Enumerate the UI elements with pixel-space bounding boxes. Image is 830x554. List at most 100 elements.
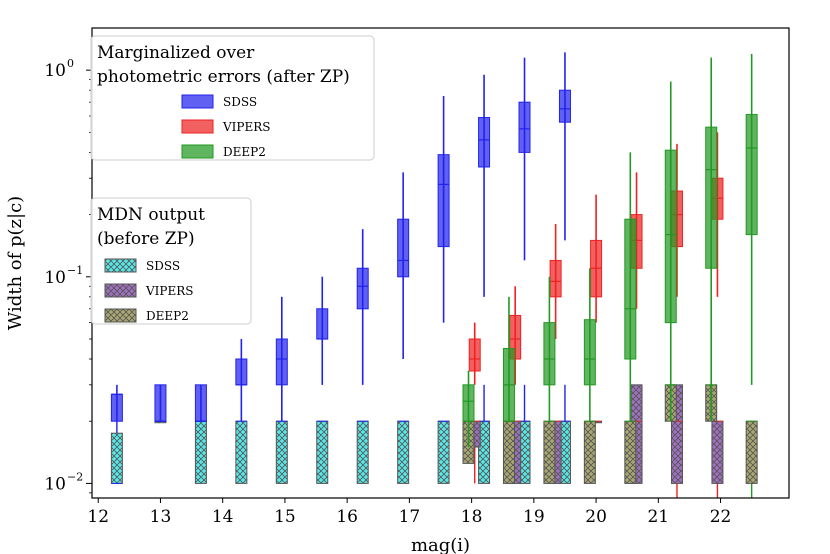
mdn-box-sdss — [356, 420, 369, 484]
mdn-box-rect — [316, 420, 329, 484]
box-sdss — [356, 229, 369, 385]
box-rect — [275, 338, 288, 386]
box-rect — [478, 117, 491, 168]
box-deep2 — [664, 81, 677, 422]
mdn-box-rect — [437, 420, 450, 484]
legend-mdn-label-deep2: DEEP2 — [146, 309, 189, 323]
box-rect — [316, 308, 329, 340]
box-sdss — [558, 52, 571, 241]
x-tick-label: 16 — [336, 507, 358, 527]
mdn-box-rect — [583, 420, 596, 484]
mdn-box-deep2 — [502, 420, 515, 484]
y-tick-label: 10 — [44, 61, 66, 81]
box-rect — [583, 319, 596, 386]
box-sdss — [110, 384, 123, 422]
mdn-box-sdss — [110, 421, 123, 484]
box-rect — [745, 114, 758, 236]
legend-after-zp-title-1: Marginalized over — [97, 43, 255, 63]
box-sdss — [154, 384, 167, 422]
legend-after-zp-title-2: photometric errors (after ZP) — [97, 67, 350, 87]
legend-swatch-vipers — [181, 119, 214, 134]
y-tick-exponent: 0 — [67, 57, 74, 70]
box-rect — [705, 126, 718, 269]
box-deep2 — [705, 57, 718, 422]
mdn-box-rect — [110, 432, 123, 484]
x-tick-label: 22 — [710, 507, 732, 527]
legend-after-zp — [90, 35, 375, 161]
mdn-box-rect — [397, 420, 410, 484]
box-rect — [558, 89, 571, 123]
box-sdss — [478, 74, 491, 297]
mdn-box-sdss — [235, 420, 248, 484]
mdn-box-rect — [235, 420, 248, 484]
box-rect — [110, 393, 123, 422]
mdn-box-rect — [670, 384, 683, 484]
mdn-box-deep2 — [583, 420, 596, 484]
y-tick-label: 10 — [44, 474, 66, 494]
y-axis-title: Width of p(z|c) — [5, 196, 26, 330]
legend-swatch-deep2 — [181, 144, 214, 159]
box-rect — [154, 384, 167, 422]
mdn-box-rect — [624, 420, 637, 484]
mdn-box-sdss — [275, 420, 288, 484]
y-tick-exponent: −1 — [67, 264, 83, 277]
legend-mdn-swatch-sdss — [104, 258, 137, 273]
x-tick-label: 20 — [585, 507, 607, 527]
box-deep2 — [502, 296, 515, 422]
box-rect — [518, 101, 531, 153]
legend-swatch-sdss — [181, 94, 214, 109]
mdn-box-deep2 — [543, 420, 556, 484]
x-axis-title: mag(i) — [411, 535, 470, 554]
legend-mdn-swatch-deep2 — [104, 308, 137, 323]
box-sdss — [437, 95, 450, 323]
mdn-box-deep2 — [745, 420, 758, 498]
box-deep2 — [624, 152, 637, 422]
legend-label-sdss: SDSS — [223, 95, 257, 109]
box-sdss — [275, 296, 288, 422]
mdn-box-sdss — [316, 420, 329, 484]
legend-mdn-title-1: MDN output — [97, 205, 205, 225]
mdn-box-deep2 — [624, 420, 637, 484]
x-tick-label: 15 — [274, 507, 296, 527]
box-rect — [397, 218, 410, 278]
box-sdss — [397, 172, 410, 360]
box-rect — [624, 218, 637, 360]
box-vipers — [468, 322, 481, 385]
x-tick-label: 13 — [150, 507, 172, 527]
mdn-box-sdss — [397, 420, 410, 484]
box-rect — [462, 384, 475, 422]
x-tick-label: 12 — [87, 507, 109, 527]
x-tick-label: 19 — [523, 507, 545, 527]
x-tick-label: 21 — [647, 507, 669, 527]
box-deep2 — [543, 276, 556, 422]
legend-label-deep2: DEEP2 — [223, 145, 266, 159]
mdn-box-rect — [543, 420, 556, 484]
y-tick-exponent: −2 — [67, 470, 83, 483]
box-rect — [235, 358, 248, 386]
mdn-box-rect — [356, 420, 369, 484]
box-deep2 — [583, 268, 596, 422]
box-rect — [194, 384, 207, 422]
box-rect — [437, 154, 450, 248]
box-rect — [468, 338, 481, 372]
legend-mdn-label-vipers: VIPERS — [145, 284, 194, 298]
x-tick-label: 18 — [461, 507, 483, 527]
box-sdss — [235, 338, 248, 422]
legend-mdn-label-sdss: SDSS — [146, 259, 180, 273]
mdn-box-rect — [711, 420, 724, 484]
box-deep2 — [745, 53, 758, 385]
mdn-box-rect — [275, 420, 288, 484]
box-vipers — [590, 194, 603, 323]
box-deep2 — [462, 371, 475, 448]
mdn-box-sdss — [194, 420, 207, 484]
mdn-box-rect — [194, 420, 207, 484]
box-vipers — [549, 224, 562, 339]
x-tick-label: 14 — [212, 507, 234, 527]
box-sdss — [518, 57, 531, 261]
mdn-box-rect — [745, 420, 758, 484]
mdn-box-vipers — [670, 384, 683, 498]
box-rect — [356, 267, 369, 310]
mdn-box-vipers — [711, 420, 724, 498]
